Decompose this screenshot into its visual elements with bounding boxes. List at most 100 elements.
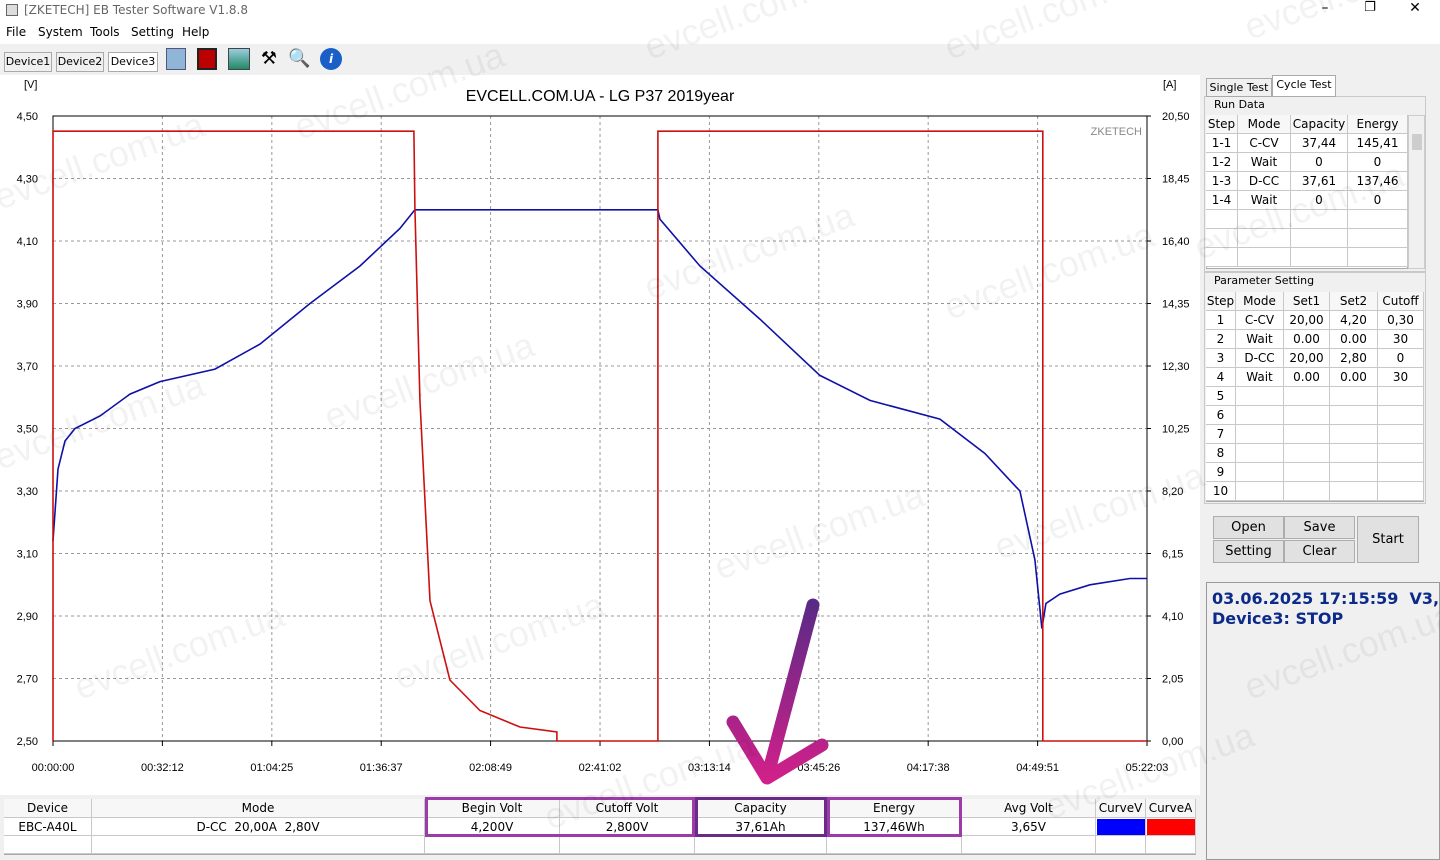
table-cell [92,836,425,854]
table-cell: 3 [1206,349,1236,368]
table-cell: 0,30 [1378,311,1424,330]
button[interactable]: Clear [1284,540,1355,563]
table-cell: 5 [1206,387,1236,406]
button[interactable]: Save [1284,516,1355,539]
y2-tick-label: 6,15 [1162,549,1183,561]
open-icon[interactable] [166,48,186,70]
y-tick-label: 2,90 [17,611,38,623]
data-line [52,130,1147,742]
table-cell: 37,61Ah [695,818,827,836]
restore-button[interactable]: ❐ [1364,0,1376,15]
chart: EVCELL.COM.UA - LG P37 2019year [V] [A] ZKE… [0,75,1200,795]
menu-item[interactable]: Tools [90,25,120,39]
table-cell [1330,387,1378,406]
table-cell: Wait [1236,330,1284,349]
side-tab[interactable]: Cycle Test [1272,75,1336,97]
table-cell: 145,41 [1348,134,1408,153]
device-tab[interactable]: Device2 [56,52,104,72]
y2-tick-label: 0,00 [1162,736,1183,748]
image-icon[interactable] [228,48,250,70]
table-cell: C-CV [1236,311,1284,330]
table-cell [1378,463,1424,482]
device-tab[interactable]: Device1 [4,52,52,72]
x-tick-label: 04:17:38 [907,762,950,774]
side-tab[interactable]: Single Test [1206,78,1272,97]
device-tab[interactable]: Device3 [108,52,158,72]
table-cell [1348,248,1408,267]
y2-tick-label: 12,30 [1162,361,1190,373]
table-cell [1378,425,1424,444]
table-cell [1238,229,1291,248]
table-cell: 4,20 [1330,311,1378,330]
x-tick-label: 02:41:02 [579,762,622,774]
table-cell: 1 [1206,311,1236,330]
table-cell: 0.00 [1330,330,1378,349]
y2-axis-label: [A] [1163,79,1176,91]
table-cell: 1-2 [1206,153,1238,172]
table-cell [1284,463,1330,482]
column-header: Set1 [1284,292,1330,311]
table-cell [695,836,827,854]
y2-tick-label: 14,35 [1162,299,1190,311]
menu-item[interactable]: System [38,25,83,39]
button[interactable]: Setting [1213,540,1284,563]
x-tick-label: 05:22:03 [1126,762,1169,774]
y-tick-label: 4,50 [17,111,38,123]
scroll-thumb[interactable] [1412,134,1422,150]
scrollbar[interactable] [1408,115,1425,269]
info-icon[interactable]: i [320,48,342,70]
tools-icon[interactable]: ⚒ [260,48,278,69]
x-tick-label: 01:36:37 [360,762,403,774]
table-cell [1378,444,1424,463]
curve-swatch [1147,819,1195,835]
table-cell [1378,387,1424,406]
table-cell [1236,387,1284,406]
menu-bar [0,22,1440,44]
column-header: Step [1206,292,1236,311]
y-tick-label: 2,70 [17,674,38,686]
window-title: [ZKETECH] EB Tester Software V1.8.8 [24,3,249,17]
table-cell [1206,229,1238,248]
menu-item[interactable]: File [6,25,27,39]
x-tick-label: 03:45:26 [797,762,840,774]
table-cell [1348,210,1408,229]
menu-item[interactable]: Setting [131,25,174,39]
table-cell [1284,387,1330,406]
menu-item[interactable]: Help [182,25,210,39]
close-button[interactable]: ✕ [1409,0,1421,16]
status-text: Device3: STOP [1212,609,1344,628]
search-icon[interactable]: 🔍 [288,48,310,69]
table-cell: 0 [1348,191,1408,210]
button[interactable]: Start [1357,516,1419,563]
table-cell: 8 [1206,444,1236,463]
x-tick-label: 00:00:00 [32,762,75,774]
table-cell: 137,46 [1348,172,1408,191]
y2-tick-label: 20,50 [1162,111,1190,123]
y-tick-label: 3,10 [17,549,38,561]
minimize-button[interactable]: – [1321,0,1329,16]
highlight-box [695,797,827,837]
table-cell [1330,425,1378,444]
table-cell: 6 [1206,406,1236,425]
table-cell [1206,210,1238,229]
button[interactable]: Open [1213,516,1284,539]
save-icon[interactable] [197,48,217,70]
table-cell: 0 [1291,153,1348,172]
column-header: Mode [1238,115,1291,134]
table-cell: 2,80 [1330,349,1378,368]
column-header: CurveV [1096,799,1146,818]
table-cell: 0.00 [1284,368,1330,387]
table-cell: Wait [1238,191,1291,210]
table-cell [1236,444,1284,463]
group-title: Run Data [1212,98,1267,111]
table-cell [4,836,92,854]
parameter-group [1204,272,1426,504]
table-cell [1236,463,1284,482]
y-axis-label: [V] [24,79,37,91]
column-header: CurveA [1146,799,1196,818]
table-cell [827,836,962,854]
app-icon [6,4,18,16]
table-cell: 10 [1206,482,1236,501]
table-cell [1238,210,1291,229]
column-header: Capacity [1291,115,1348,134]
